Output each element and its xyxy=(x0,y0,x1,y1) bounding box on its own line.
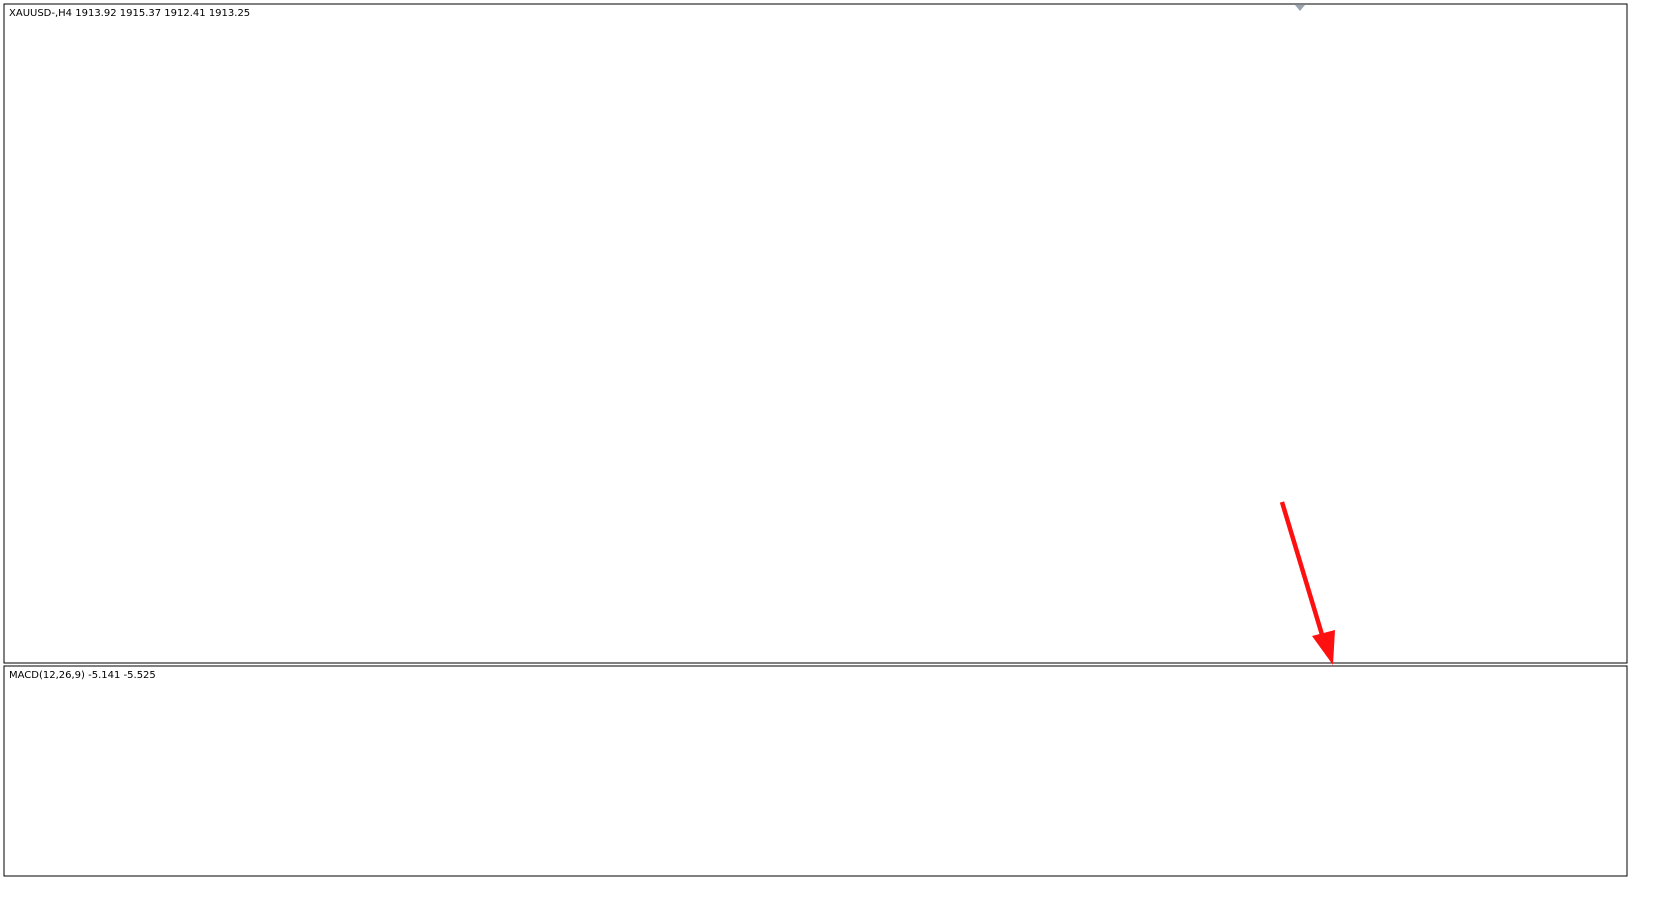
chart-title: XAUUSD-,H4 1913.92 1915.37 1912.41 1913.… xyxy=(9,8,250,19)
arrow-shaft xyxy=(1279,501,1326,639)
shift-marker xyxy=(1295,5,1305,11)
macd-panel-frame xyxy=(3,665,1628,877)
arrow-head xyxy=(1312,630,1335,665)
macd-title: MACD(12,26,9) -5.141 -5.525 xyxy=(9,670,156,681)
forecast-arrow xyxy=(1279,501,1335,665)
price-panel-frame xyxy=(3,3,1628,664)
labels: XAUUSD-,H4 1913.92 1915.37 1912.41 1913.… xyxy=(9,8,250,681)
